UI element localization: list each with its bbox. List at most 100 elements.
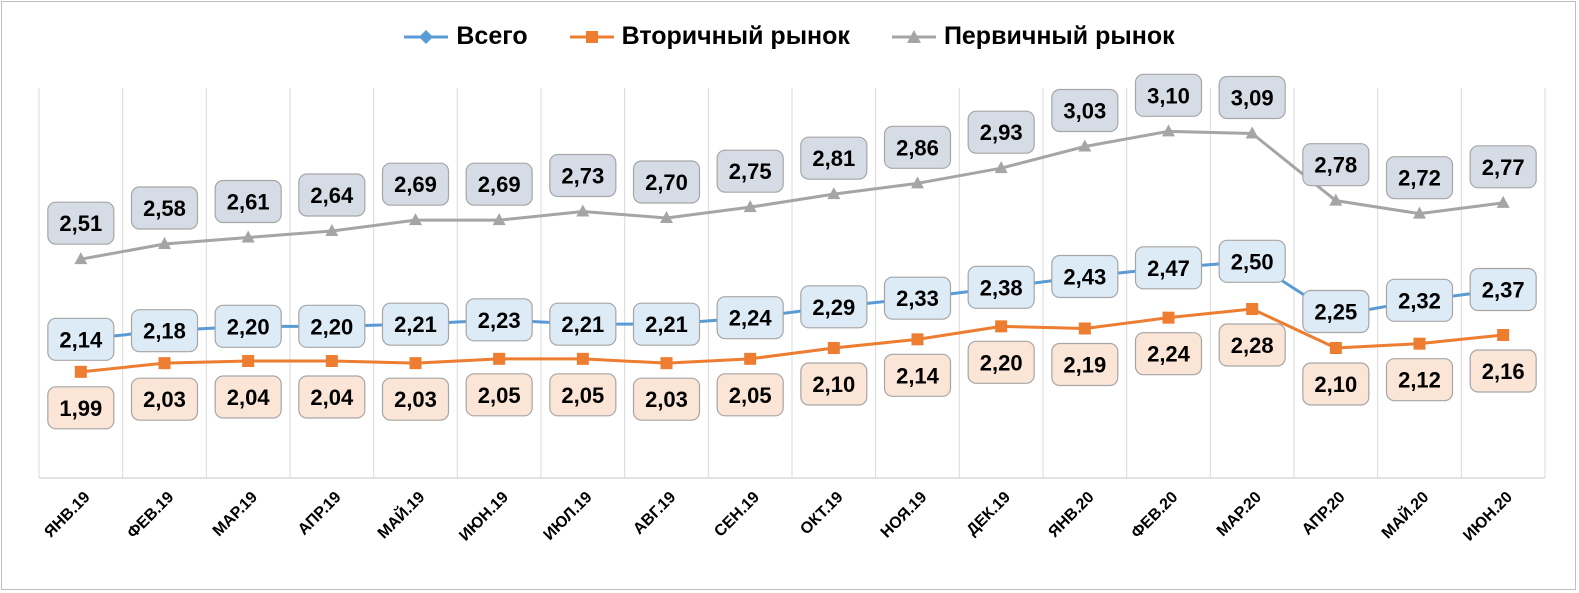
legend: Всего Вторичный рынок Первичный рынок	[0, 22, 1579, 51]
data-label: 2,16	[1482, 359, 1525, 384]
data-label: 2,10	[812, 372, 855, 397]
legend-item-secondary: Вторичный рынок	[569, 22, 850, 51]
data-label-box	[1469, 267, 1537, 312]
point-marker	[911, 176, 924, 189]
point-marker	[1246, 303, 1259, 315]
point-marker	[743, 200, 757, 213]
data-label-box	[1469, 145, 1537, 189]
data-label-box	[465, 298, 533, 342]
data-label: 2,14	[59, 327, 103, 352]
data-label-box	[1134, 246, 1203, 290]
x-tick-label: НОЯ.19	[878, 489, 931, 542]
data-label: 2,61	[227, 190, 270, 215]
data-label-box	[1051, 342, 1119, 387]
data-label: 2,20	[227, 314, 270, 339]
data-label: 2,28	[1231, 333, 1274, 358]
data-label: 2,58	[143, 196, 186, 221]
legend-marker-square-icon	[569, 30, 614, 43]
data-label-box	[1218, 239, 1286, 283]
data-label-box	[1385, 358, 1454, 402]
point-marker	[1329, 342, 1342, 354]
data-label-box	[214, 179, 282, 224]
point-marker	[576, 204, 590, 217]
data-label: 2,14	[896, 363, 940, 388]
data-label: 2,69	[478, 172, 521, 197]
point-marker	[1245, 126, 1259, 139]
x-tick-label: ОКТ.19	[797, 489, 846, 538]
data-label-box	[465, 162, 533, 206]
x-tick-label: АВГ.19	[630, 489, 679, 538]
data-label-box	[800, 136, 868, 180]
data-label-box	[1385, 156, 1454, 200]
data-label: 1,99	[59, 396, 102, 421]
data-label-box	[716, 296, 784, 340]
series-line-1	[80, 307, 1504, 374]
data-label: 2,04	[227, 385, 271, 410]
legend-item-primary: Первичный рынок	[891, 22, 1175, 51]
point-marker	[995, 320, 1008, 333]
data-label-box	[47, 386, 115, 430]
data-label-box	[1134, 332, 1203, 376]
data-label: 2,72	[1398, 166, 1441, 191]
data-label-box	[883, 125, 952, 169]
data-label-box	[381, 302, 450, 346]
data-label: 2,10	[1314, 372, 1357, 397]
point-marker	[827, 342, 840, 354]
data-label-box	[381, 377, 450, 421]
data-label: 2,38	[980, 275, 1023, 300]
point-marker	[1078, 139, 1092, 152]
point-marker	[827, 187, 841, 200]
point-marker	[1078, 322, 1091, 335]
point-marker	[660, 211, 673, 223]
data-label: 3,03	[1063, 99, 1106, 124]
point-marker	[1497, 329, 1510, 341]
point-marker	[242, 355, 255, 367]
data-label: 2,51	[59, 211, 102, 236]
point-marker	[1413, 206, 1426, 219]
point-marker	[1413, 337, 1426, 350]
data-label-box	[632, 377, 701, 421]
point-marker	[1162, 311, 1175, 324]
point-marker	[492, 213, 506, 226]
point-marker	[325, 224, 339, 236]
data-label-box	[632, 302, 701, 346]
data-label: 2,04	[310, 385, 354, 410]
x-tick-label: МАР.20	[1214, 489, 1265, 540]
data-label-box	[549, 373, 617, 417]
data-label-box	[549, 302, 617, 346]
data-label-box	[1302, 143, 1370, 187]
point-marker	[660, 357, 673, 370]
data-label-box	[130, 309, 199, 353]
data-label-box	[1218, 323, 1286, 367]
point-marker	[325, 355, 338, 367]
data-label: 2,05	[561, 383, 604, 408]
data-label-box	[465, 373, 533, 417]
data-label-box	[1385, 278, 1454, 322]
data-label-box	[1218, 75, 1286, 120]
legend-label-secondary: Вторичный рынок	[621, 22, 850, 50]
data-label: 2,73	[561, 164, 604, 189]
legend-item-total: Всего	[404, 22, 528, 51]
data-label: 2,25	[1314, 300, 1357, 325]
data-label: 2,43	[1063, 265, 1106, 290]
point-marker	[158, 357, 171, 370]
data-label-box	[214, 375, 282, 419]
data-label: 2,03	[394, 387, 437, 412]
x-tick-label: ФЕВ.20	[1128, 489, 1181, 542]
x-tick-label: ИЮЛ.19	[541, 489, 596, 544]
x-tick-label: ДЕК.19	[964, 489, 1014, 539]
data-label: 2,05	[478, 383, 521, 408]
point-marker	[994, 161, 1008, 174]
x-tick-label: МАР.19	[210, 489, 261, 540]
data-label-box	[1051, 254, 1119, 299]
data-label-box	[47, 201, 115, 245]
data-label: 2,20	[310, 314, 353, 339]
data-label-box	[967, 265, 1035, 309]
data-label-box	[1051, 88, 1119, 133]
data-label: 2,24	[1147, 342, 1191, 367]
data-label: 2,69	[394, 172, 437, 197]
data-label-box	[716, 149, 784, 193]
point-marker	[493, 352, 506, 365]
data-label: 2,20	[980, 350, 1023, 375]
